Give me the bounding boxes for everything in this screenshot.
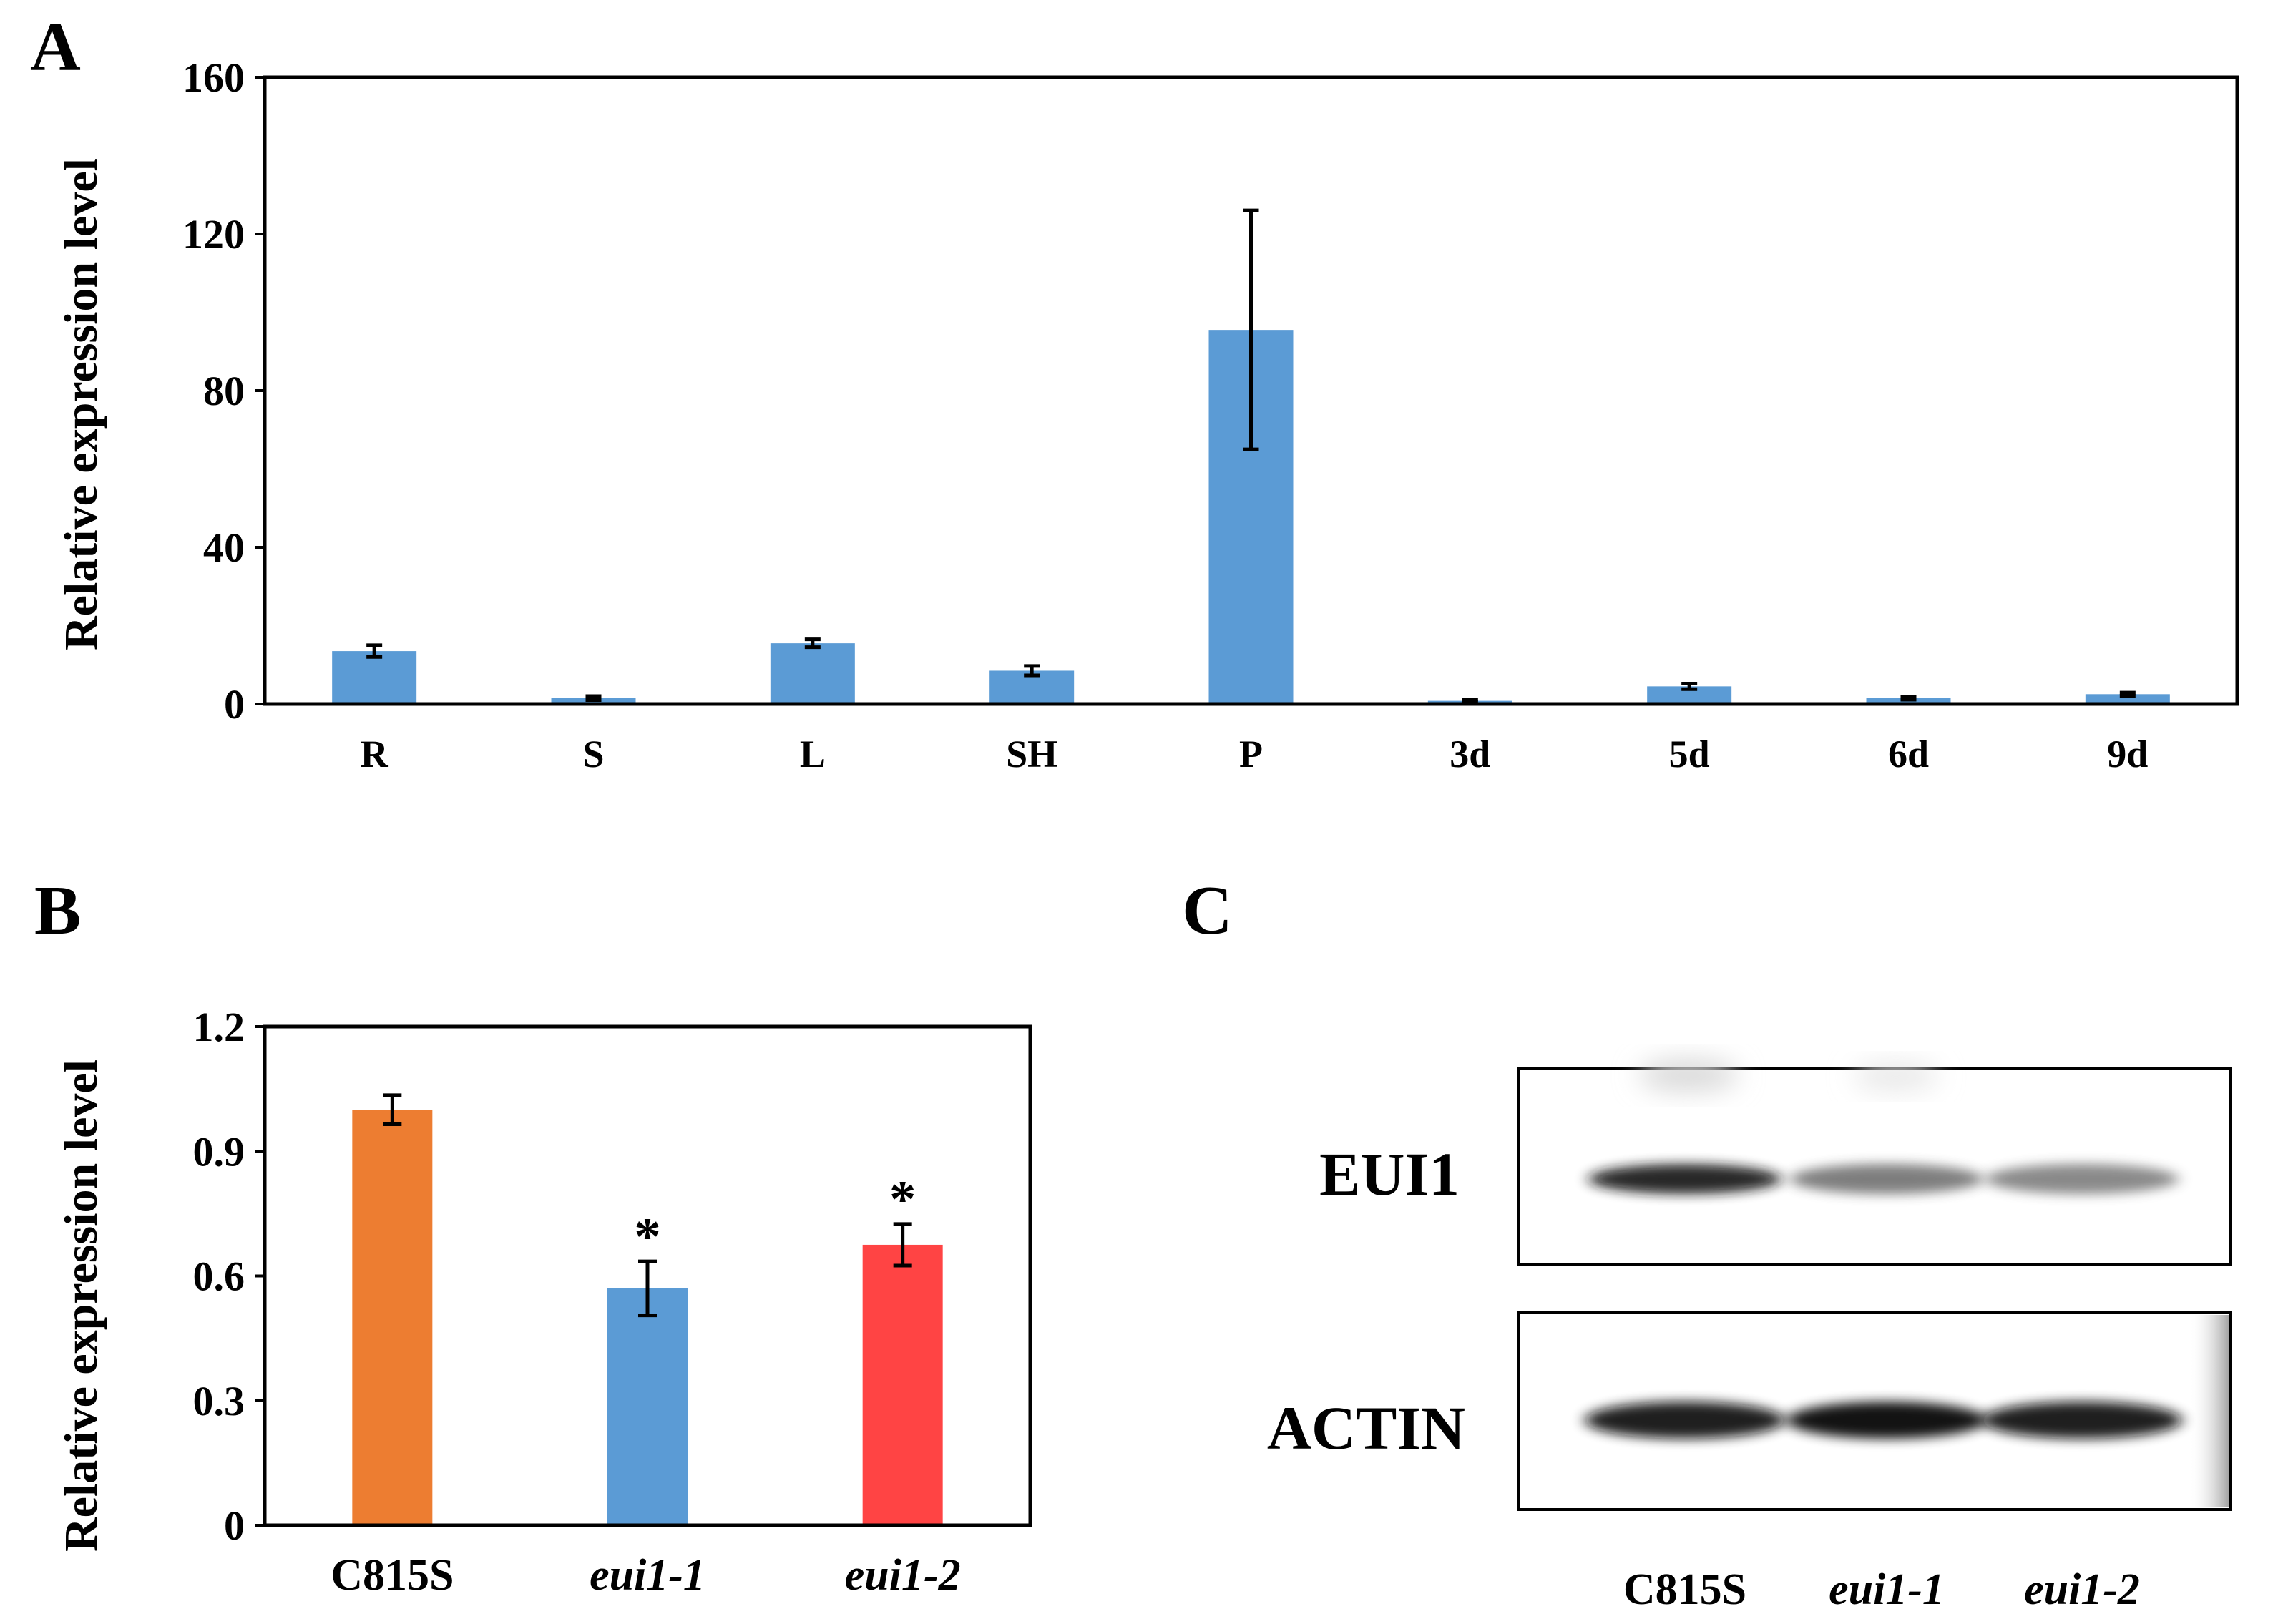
bar-L <box>770 643 855 704</box>
blot-lane-label: eui1-1 <box>1829 1565 1945 1614</box>
x-tick-label: SH <box>1006 733 1057 776</box>
y-tick-label: 1.2 <box>193 1004 245 1050</box>
blot-band <box>1585 1402 1785 1439</box>
chart-a: Relative expression level 0 40 80 120 160 R S L… <box>55 54 2239 776</box>
blot-lane-label: C815S <box>1623 1565 1746 1614</box>
blot-row-label-eui1: EUI1 <box>1319 1140 1460 1208</box>
bar-eui1-1 <box>607 1288 688 1525</box>
blot-band <box>1985 1164 2179 1194</box>
blot-box-actin <box>1517 1311 2232 1511</box>
blot-edge-shadow <box>2189 1315 2229 1507</box>
y-tick-label: 0.6 <box>193 1253 245 1300</box>
chart-b-plot-frame <box>263 1024 1032 1527</box>
blot-row-label-actin: ACTIN <box>1267 1394 1465 1462</box>
y-tick-label: 0 <box>224 1502 245 1549</box>
blot-lane-label: eui1-2 <box>2024 1565 2140 1614</box>
x-tick-label: 6d <box>1888 733 1929 776</box>
chart-b-ylabel: Relative expression level <box>55 1060 107 1552</box>
panel-label-c: C <box>1182 872 1233 949</box>
blot-smudge <box>1853 1064 1939 1090</box>
bar-C815S <box>352 1110 433 1525</box>
y-tick-label: 0.3 <box>193 1378 245 1424</box>
bar-9d <box>2085 694 2170 704</box>
x-tick-label: eui1-1 <box>590 1551 705 1600</box>
blot-box-eui1 <box>1517 1060 2232 1266</box>
western-blot: EUI1 ACTIN C815S eui1-1 eui1-2 <box>1267 1060 2232 1614</box>
x-tick-label: 9d <box>2107 733 2148 776</box>
significance-annotation: * <box>889 1170 916 1229</box>
blot-band <box>1982 1402 2182 1439</box>
chart-a-plot-frame <box>263 75 2239 706</box>
x-tick-label: S <box>582 733 604 776</box>
chart-b: Relative expression level 0 0.3 0.6 0.9 1.2 C… <box>55 1004 1032 1600</box>
blot-smudge <box>1638 1060 1739 1091</box>
y-tick-label: 0 <box>224 681 245 728</box>
bar-R <box>332 651 417 704</box>
x-tick-label: R <box>361 733 389 776</box>
blot-band <box>1588 1164 1781 1194</box>
chart-a-marks: 0 40 80 120 160 R S L SH P 3d 5d 6d 9d <box>182 54 2170 776</box>
panel-label-a: A <box>30 9 81 86</box>
x-tick-label: L <box>800 733 826 776</box>
bar-eui1-2 <box>862 1244 943 1525</box>
x-tick-label: P <box>1239 733 1263 776</box>
y-tick-label: 40 <box>203 524 245 571</box>
panel-label-b: B <box>34 872 81 949</box>
x-tick-label: 5d <box>1669 733 1710 776</box>
x-tick-label: C815S <box>331 1551 454 1600</box>
x-tick-label: 3d <box>1450 733 1490 776</box>
blot-band <box>1790 1164 1983 1194</box>
y-tick-label: 120 <box>182 211 245 258</box>
chart-a-ylabel: Relative expression level <box>55 158 107 650</box>
y-tick-label: 0.9 <box>193 1128 245 1175</box>
chart-b-marks: 0 0.3 0.6 0.9 1.2 C815S eui1-1 * eui1-2 * <box>193 1004 961 1600</box>
blot-band <box>1786 1402 1987 1439</box>
x-tick-label: eui1-2 <box>845 1551 961 1600</box>
y-tick-label: 80 <box>203 368 245 414</box>
y-tick-label: 160 <box>182 54 245 101</box>
significance-annotation: * <box>635 1208 661 1266</box>
